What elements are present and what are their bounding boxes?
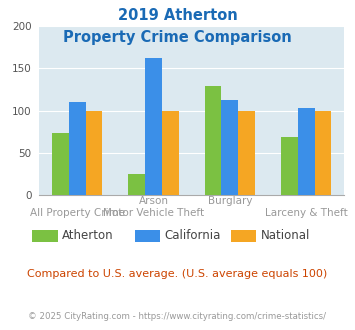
Text: Arson: Arson xyxy=(138,196,169,206)
Text: 2019 Atherton: 2019 Atherton xyxy=(118,8,237,23)
Text: Property Crime Comparison: Property Crime Comparison xyxy=(63,30,292,45)
Bar xyxy=(222,100,238,195)
Bar xyxy=(69,102,86,195)
Text: California: California xyxy=(165,229,221,243)
Text: Burglary: Burglary xyxy=(208,196,252,206)
Text: Motor Vehicle Theft: Motor Vehicle Theft xyxy=(103,208,204,218)
Bar xyxy=(205,86,222,195)
Text: All Property Crime: All Property Crime xyxy=(30,208,125,218)
Bar xyxy=(298,108,315,195)
Text: © 2025 CityRating.com - https://www.cityrating.com/crime-statistics/: © 2025 CityRating.com - https://www.city… xyxy=(28,312,327,321)
Bar xyxy=(315,111,331,195)
Bar xyxy=(281,138,298,195)
Text: National: National xyxy=(261,229,310,243)
Bar xyxy=(145,57,162,195)
Text: Compared to U.S. average. (U.S. average equals 100): Compared to U.S. average. (U.S. average … xyxy=(27,269,328,279)
Bar xyxy=(52,133,69,195)
Text: Larceny & Theft: Larceny & Theft xyxy=(265,208,348,218)
Bar xyxy=(129,174,145,195)
Bar xyxy=(162,111,179,195)
Bar xyxy=(86,111,102,195)
Bar xyxy=(238,111,255,195)
Text: Atherton: Atherton xyxy=(62,229,113,243)
